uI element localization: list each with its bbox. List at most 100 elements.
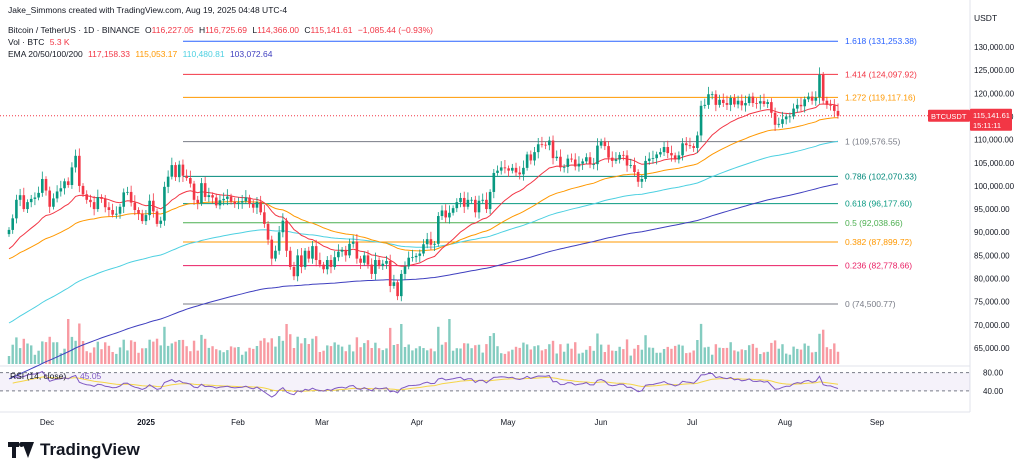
volume-bar <box>725 347 729 364</box>
candle-body <box>581 161 584 164</box>
volume-bar <box>696 340 699 364</box>
candle-body <box>303 250 307 267</box>
volume-bar <box>429 348 433 364</box>
volume-bar <box>414 348 418 364</box>
volume-bar <box>244 351 248 364</box>
candle-body <box>63 181 66 189</box>
candle-body <box>292 266 296 277</box>
candle-body <box>185 175 188 179</box>
candle-body <box>681 143 684 156</box>
price-axis-tick: 80,000.00 <box>974 275 1010 284</box>
volume-bar <box>777 348 780 364</box>
candle-body <box>403 266 407 274</box>
candle-body <box>325 260 329 270</box>
price-axis-tick: 125,000.00 <box>974 66 1015 75</box>
fib-level-label: 1.272 (119,117.16) <box>845 92 916 102</box>
candle-body <box>699 105 703 136</box>
candle-body <box>437 216 440 244</box>
volume-bar <box>55 342 59 364</box>
volume-bar <box>788 354 792 364</box>
candle-body <box>788 116 792 118</box>
high-value: 116,725.69 <box>205 25 247 35</box>
volume-bar <box>599 344 603 364</box>
candle-body <box>370 264 373 274</box>
volume-bar <box>522 342 525 364</box>
candle-body <box>677 155 681 160</box>
candle-body <box>59 188 63 192</box>
candle-body <box>499 167 503 171</box>
volume-bar <box>192 340 196 364</box>
volume-bar <box>137 352 140 364</box>
candle-body <box>525 154 529 168</box>
volume-bar <box>59 353 63 364</box>
candle-body <box>466 199 470 207</box>
volume-bar <box>226 350 229 364</box>
candle-body <box>392 282 396 286</box>
volume-bar <box>459 348 462 364</box>
tradingview-branding[interactable]: TradingView <box>8 440 140 460</box>
volume-bar <box>836 351 840 364</box>
symbol-tag-label: BTCUSDT <box>931 112 967 121</box>
time-axis-tick: Mar <box>315 418 329 427</box>
fib-level-label: 1 (109,576.55) <box>845 137 900 147</box>
candle-body <box>351 241 355 244</box>
candle-body <box>540 144 544 146</box>
volume-bar <box>673 345 677 364</box>
candle-body <box>92 202 96 210</box>
ema-label[interactable]: EMA 20/50/100/200 <box>8 49 83 59</box>
price-axis-tick: 95,000.00 <box>974 205 1010 214</box>
candle-body <box>248 197 251 204</box>
candle-body <box>344 249 348 256</box>
candle-body <box>448 212 451 218</box>
ema100-line <box>8 140 839 324</box>
candle-body <box>629 165 633 166</box>
candle-body <box>622 154 625 156</box>
candle-body <box>314 246 318 261</box>
candle-body <box>562 166 566 168</box>
candle-body <box>318 260 322 265</box>
volume-bar <box>666 346 669 364</box>
candle-body <box>137 210 140 214</box>
rsi-label: RSI (14, close) <box>10 371 66 381</box>
volume-bar <box>407 344 410 364</box>
volume-bar <box>67 319 70 364</box>
volume-bar <box>270 338 273 364</box>
volume-bar <box>540 350 544 364</box>
volume-bar <box>351 351 355 364</box>
candle-body <box>377 260 381 267</box>
volume-bar <box>640 349 644 364</box>
candle-body <box>551 140 555 159</box>
candle-body <box>455 202 459 209</box>
volume-bar <box>333 342 336 364</box>
candle-body <box>11 218 15 230</box>
candle-body <box>229 196 233 202</box>
symbol-title[interactable]: Bitcoin / TetherUS · 1D · BINANCE <box>8 25 140 35</box>
price-axis-tick: 120,000.00 <box>974 89 1015 98</box>
volume-bar <box>814 351 817 364</box>
volume-bar <box>685 353 688 364</box>
volume-bar <box>496 346 499 364</box>
tradingview-logo-icon <box>8 442 34 458</box>
candle-body <box>818 74 821 98</box>
candle-body <box>381 263 385 267</box>
candle-body <box>274 250 277 259</box>
candle-body <box>281 220 285 233</box>
volume-bar <box>218 350 222 364</box>
volume-bar <box>155 338 159 364</box>
brand-name: TradingView <box>40 440 140 459</box>
candle-body <box>181 164 185 176</box>
candle-body <box>522 167 525 175</box>
volume-bar <box>581 352 584 364</box>
volume-bar <box>111 352 114 364</box>
candle-body <box>152 200 155 212</box>
volume-bar <box>533 346 536 364</box>
volume-label[interactable]: Vol · BTC <box>8 37 45 47</box>
candle-body <box>784 116 788 120</box>
volume-bar <box>18 348 22 364</box>
candle-body <box>792 108 795 117</box>
volume-bar <box>833 343 836 364</box>
time-axis-tick: 2025 <box>137 418 155 427</box>
time-axis-tick: May <box>500 418 515 427</box>
volume-bar <box>703 347 706 364</box>
